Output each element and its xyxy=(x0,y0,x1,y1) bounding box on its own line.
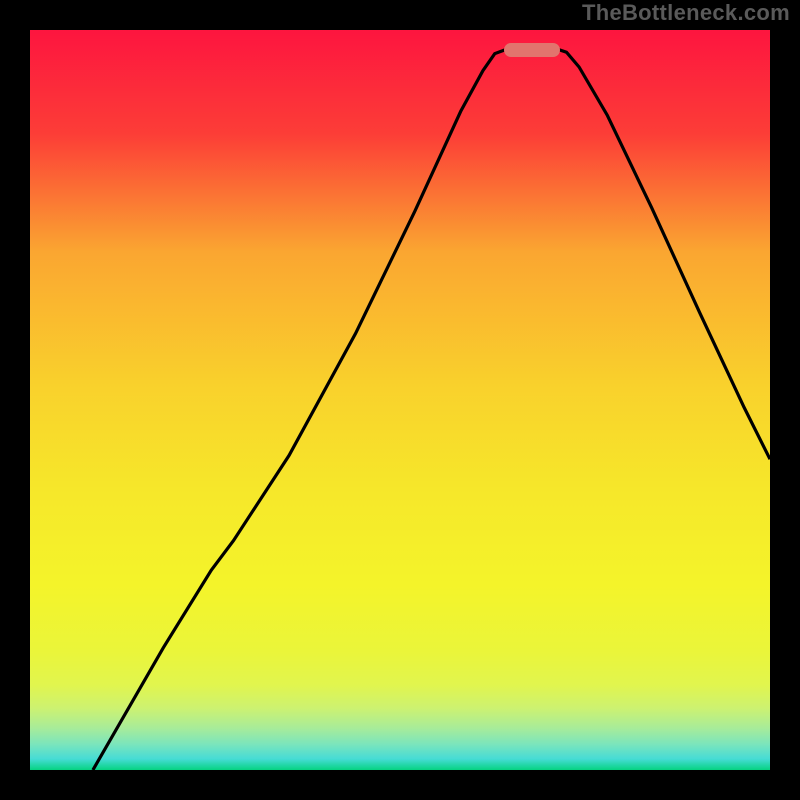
bottleneck-curve xyxy=(30,30,770,770)
chart-canvas: TheBottleneck.com xyxy=(0,0,800,800)
watermark-text: TheBottleneck.com xyxy=(582,0,790,26)
optimal-zone-marker xyxy=(504,43,560,56)
curve-path xyxy=(93,49,770,771)
plot-area xyxy=(30,30,770,770)
